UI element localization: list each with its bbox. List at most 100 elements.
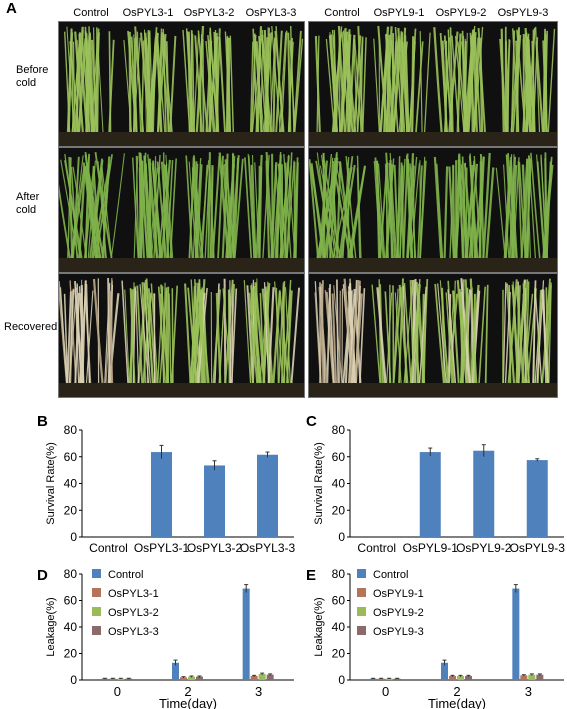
plant-leaf — [485, 167, 495, 259]
plant-leaf — [349, 280, 360, 384]
plant-leaf — [272, 38, 277, 133]
plant-leaf — [360, 38, 364, 133]
plant-leaf — [78, 166, 86, 259]
leakage-d-bar — [266, 674, 274, 680]
plant-leaf — [212, 289, 221, 384]
plant-leaf — [229, 35, 235, 133]
leakage-e-y-tick-label: 40 — [332, 620, 346, 634]
leakage-e-legend-label: OsPYL9-2 — [373, 607, 424, 619]
plant-leaf — [443, 166, 449, 259]
leakage-d-legend-label: OsPYL3-1 — [108, 588, 159, 600]
plant-leaf — [124, 289, 130, 384]
plant-leaf — [349, 165, 367, 259]
plant-leaf — [64, 153, 81, 259]
plant-leaf — [86, 284, 90, 384]
col-label-left-2: OsPYL3-2 — [183, 7, 235, 19]
plant-leaf — [398, 284, 409, 384]
leakage-d-x-tick-label: 0 — [114, 684, 121, 699]
plant-leaf — [345, 155, 357, 259]
plant-leaf — [282, 279, 292, 384]
leakage-d-x-tick-label: 3 — [255, 684, 262, 699]
plant-leaf — [377, 25, 389, 133]
plant-leaf — [251, 38, 262, 133]
plant-leaf — [478, 286, 486, 384]
plant-leaf — [540, 157, 549, 259]
plant-leaf — [70, 167, 78, 259]
plant-leaf — [439, 280, 450, 384]
plant-leaf — [224, 279, 234, 384]
plant-leaf — [524, 161, 529, 259]
plant-leaf — [96, 28, 104, 133]
leakage-d-legend-label: OsPYL3-2 — [108, 607, 159, 619]
plant-leaf — [72, 156, 80, 259]
plant-leaf — [229, 280, 232, 384]
plant-leaf — [373, 38, 380, 133]
plant-leaf — [542, 28, 546, 133]
plant-leaf — [252, 292, 257, 384]
plant-leaf — [447, 29, 453, 133]
survival-b-y-tick-label: 80 — [64, 423, 78, 437]
survival-b-bar — [257, 454, 278, 537]
plant-leaf — [434, 283, 445, 384]
plant-leaf — [353, 35, 362, 133]
plant-leaf — [200, 164, 209, 259]
plant-leaf — [252, 28, 259, 133]
plant-leaf — [331, 164, 339, 259]
leakage-d-x-tick-label: 2 — [184, 684, 191, 699]
plant-leaf — [182, 29, 191, 133]
leakage-e-bar — [520, 675, 528, 680]
leakage-e-x-label: Time(day) — [428, 696, 486, 709]
leakage-d-y-tick-label: 0 — [70, 673, 77, 687]
plant-leaf — [516, 283, 526, 384]
plant-leaf — [401, 41, 410, 133]
plant-leaf — [93, 27, 96, 133]
plant-leaf — [135, 155, 140, 259]
plant-leaf — [271, 26, 282, 133]
plant-leaf — [407, 158, 413, 259]
plant-leaf — [226, 36, 232, 133]
leakage-e-legend-label: OsPYL9-3 — [373, 626, 424, 638]
plant-leaf — [194, 158, 202, 259]
plant-leaf — [403, 286, 413, 384]
plant-leaf — [267, 287, 275, 384]
survival-b-x-tick-label: OsPYL3-3 — [240, 541, 296, 555]
plant-leaf — [85, 33, 95, 133]
plant-leaf — [332, 166, 353, 259]
plant-leaf — [449, 27, 454, 133]
plant-leaf — [477, 27, 486, 133]
survival-c-x-tick-label: OsPYL9-1 — [403, 541, 459, 555]
plant-leaf — [248, 292, 259, 384]
survival-c-bar — [419, 452, 441, 537]
plant-leaf — [244, 157, 253, 259]
survival-b-y-tick-label: 20 — [64, 503, 78, 517]
plant-leaf — [84, 26, 91, 133]
survival-b-y-tick-label: 40 — [64, 477, 78, 491]
plant-leaf — [194, 35, 203, 133]
plant-leaf — [191, 282, 200, 384]
plant-leaf — [149, 30, 154, 133]
leakage-d-y-tick-label: 60 — [64, 594, 78, 608]
plant-leaf — [507, 38, 510, 133]
plant-leaf — [190, 279, 198, 384]
plant-leaf — [68, 156, 74, 259]
col-label-left-3: OsPYL3-3 — [245, 7, 297, 19]
plant-leaf — [272, 291, 281, 384]
leakage-e-legend-swatch — [357, 626, 366, 635]
leakage-d-legend-label: OsPYL3-3 — [108, 626, 159, 638]
plant-leaf — [250, 34, 257, 133]
plant-leaf — [376, 287, 387, 384]
leakage-d-y-tick-label: 40 — [64, 620, 78, 634]
plant-leaf — [393, 31, 403, 133]
plant-leaf — [294, 162, 299, 259]
plant-leaf — [138, 152, 145, 259]
plant-leaf — [139, 153, 149, 259]
plant-leaf — [359, 288, 366, 384]
plant-leaf — [331, 293, 338, 384]
leakage-e-bar — [536, 674, 544, 680]
plant-leaf — [263, 282, 270, 384]
leakage-d-bar — [125, 678, 133, 680]
plant-leaf — [86, 162, 105, 259]
leakage-e-y-tick-label: 0 — [338, 673, 345, 687]
leakage-e-bar — [385, 678, 393, 680]
plant-leaf — [284, 287, 291, 384]
